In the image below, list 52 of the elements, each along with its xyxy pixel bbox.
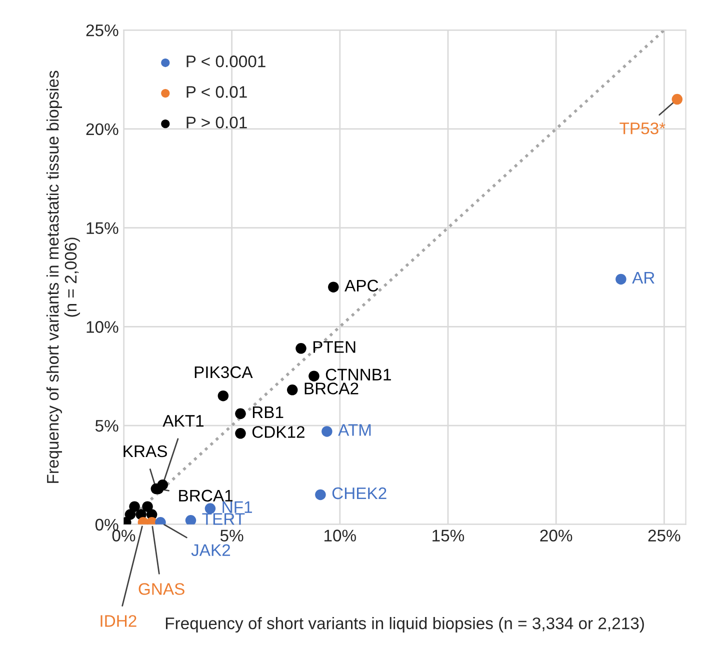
x-tick-label: 0% bbox=[112, 530, 136, 542]
point bbox=[672, 94, 683, 105]
y-axis-title: Frequency of short variants in metastatic tissue biopsies (n = 2,006) bbox=[46, 70, 80, 483]
point bbox=[616, 274, 626, 285]
data-label: PTEN bbox=[313, 341, 356, 353]
point bbox=[315, 489, 326, 500]
point bbox=[124, 509, 136, 520]
point bbox=[218, 390, 229, 402]
point bbox=[204, 503, 216, 514]
data-label: ATM bbox=[338, 424, 371, 436]
point bbox=[322, 426, 332, 437]
point bbox=[328, 282, 339, 292]
data-label: BRCA2 bbox=[304, 382, 358, 394]
data-label: AR bbox=[632, 272, 654, 284]
y-tick-label: 0% bbox=[95, 518, 118, 531]
point bbox=[185, 515, 196, 524]
data-label: IDH2 bbox=[100, 615, 136, 627]
x-tick-label: 20% bbox=[540, 530, 572, 542]
x-tick-label: 5% bbox=[220, 530, 244, 542]
x-tick-label: 25% bbox=[648, 530, 680, 542]
y-tick-label: 5% bbox=[95, 420, 118, 432]
data-label: CTNNB1 bbox=[326, 368, 391, 381]
data-label: BRCA1 bbox=[179, 490, 233, 502]
data-label: CHEK2 bbox=[332, 487, 386, 500]
data-label: TERT bbox=[202, 513, 245, 525]
x-axis-title: Frequency of short variants in liquid biopsies (n = 3,334 or 2,213) bbox=[166, 617, 644, 633]
y-tick-label: 15% bbox=[86, 222, 118, 234]
data-label: JAK2 bbox=[191, 544, 230, 556]
y-tick-label: 20% bbox=[86, 123, 118, 136]
y-tick-label: 10% bbox=[86, 321, 118, 333]
data-label: NF1 bbox=[222, 501, 252, 513]
data-label: PIK3CA bbox=[194, 366, 253, 378]
data-label: RB1 bbox=[252, 406, 284, 418]
point bbox=[296, 343, 306, 354]
data-label: KRAS bbox=[124, 445, 167, 458]
x-tick-label: 15% bbox=[432, 530, 464, 542]
data-label: CDK12 bbox=[252, 426, 304, 438]
legend-label: P > 0.01 bbox=[186, 116, 247, 128]
x-tick-label: 10% bbox=[324, 530, 356, 542]
point bbox=[308, 370, 320, 382]
data-label: APC bbox=[344, 280, 378, 292]
point bbox=[235, 408, 246, 420]
point bbox=[142, 501, 153, 512]
y-tick-label: 25% bbox=[86, 24, 118, 36]
point bbox=[235, 428, 246, 439]
point bbox=[129, 501, 140, 512]
data-label: AKT1 bbox=[162, 415, 204, 427]
legend-label: P < 0.01 bbox=[186, 86, 247, 98]
point bbox=[286, 384, 298, 396]
data-label: TP53* bbox=[620, 122, 666, 134]
legend-label: P < 0.0001 bbox=[186, 56, 266, 68]
data-label: GNAS bbox=[138, 583, 184, 595]
